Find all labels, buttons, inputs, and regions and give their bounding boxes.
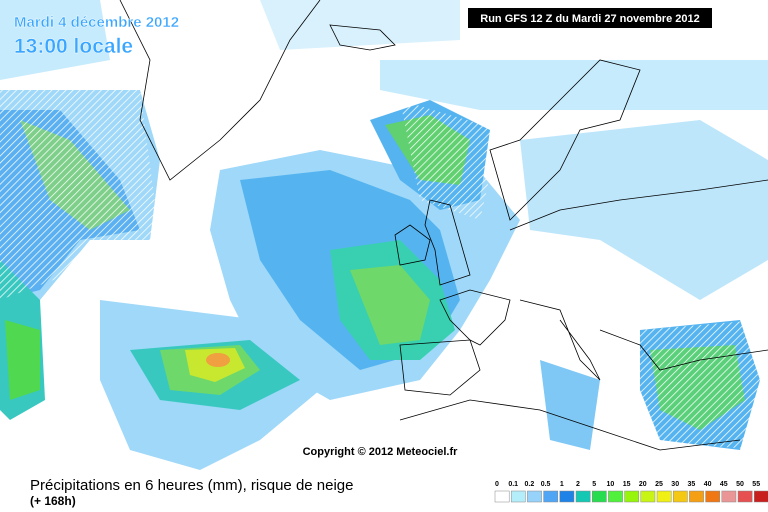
legend-swatch	[689, 490, 704, 503]
legend-swatch	[624, 490, 640, 503]
legend-swatch	[640, 490, 656, 503]
legend-swatch	[527, 490, 542, 503]
legend-label: 2	[576, 481, 580, 488]
legend-swatch	[705, 490, 721, 503]
copyright: Copyright © 2012 Meteociel.fr	[303, 446, 459, 458]
legend-swatch	[672, 490, 688, 503]
legend-label: 0.5	[541, 481, 551, 488]
legend-label: 45	[720, 481, 728, 488]
legend-swatch	[591, 490, 607, 503]
legend-swatch	[575, 490, 591, 503]
footer-lead: (+ 168h)	[30, 494, 76, 508]
coastlines	[119, 0, 768, 451]
run-box	[468, 8, 712, 28]
legend-swatch	[559, 490, 575, 503]
legend-label: 0	[495, 481, 499, 488]
precipitation-field	[0, 0, 768, 470]
legend-label: 0.1	[508, 481, 518, 488]
legend-label: 5	[592, 481, 596, 488]
legend-swatch	[737, 490, 753, 503]
legend-label: 50	[736, 481, 744, 488]
legend-label: 15	[623, 481, 631, 488]
legend-swatch	[721, 490, 737, 503]
legend-swatch	[753, 490, 768, 503]
legend-label: 30	[671, 481, 679, 488]
legend: 0 0.1 0.2 0.5 1 2 5 10 15 20 25 30 35 40 45 50 55	[494, 481, 768, 503]
legend-label: 20	[639, 481, 647, 488]
legend-label: 55	[752, 481, 760, 488]
footer-title: Précipitations en 6 heures (mm), risque …	[30, 477, 354, 494]
run-info: Run GFS 12 Z du Mardi 27 novembre 2012	[480, 13, 699, 25]
legend-label: 25	[655, 481, 663, 488]
forecast-time: 13:00 locale	[14, 35, 133, 58]
legend-swatch	[543, 490, 559, 503]
legend-swatch	[608, 490, 623, 503]
legend-swatch	[510, 490, 526, 503]
legend-label: 0.2	[525, 481, 535, 488]
legend-label: 1	[560, 481, 564, 488]
legend-swatch	[656, 490, 672, 503]
footer	[0, 470, 768, 512]
legend-swatch	[494, 490, 510, 503]
legend-label: 10	[607, 481, 615, 488]
legend-label: 35	[688, 481, 696, 488]
forecast-date: Mardi 4 décembre 2012	[14, 14, 179, 31]
legend-label: 40	[704, 481, 712, 488]
